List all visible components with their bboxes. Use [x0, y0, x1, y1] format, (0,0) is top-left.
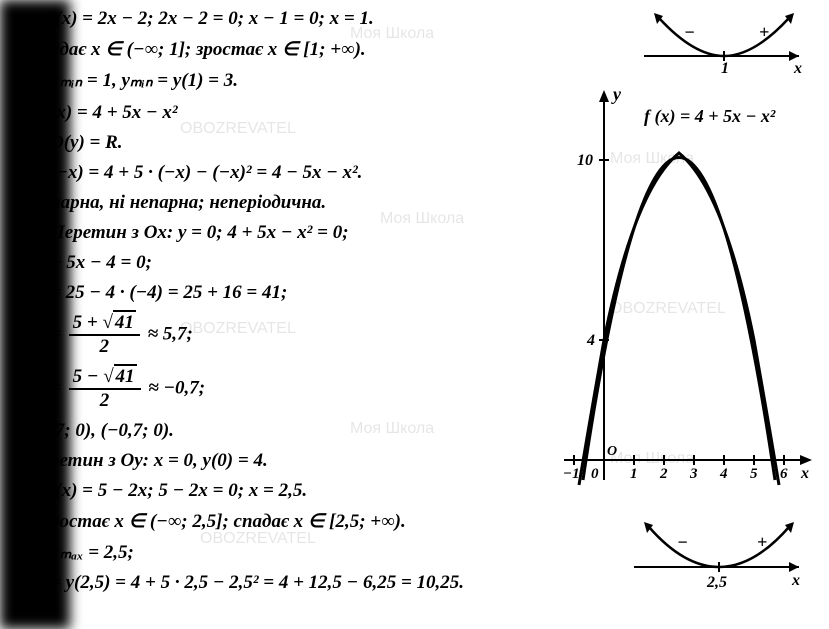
- fraction: 5 − 41 2: [69, 366, 141, 412]
- fraction: 5 + 41 2: [69, 312, 140, 358]
- xtick: −1: [563, 466, 580, 482]
- y-axis-label: y: [611, 84, 622, 104]
- eq-line: ретин з Oy: x = 0, y(0) = 4.: [50, 450, 560, 472]
- eq-line: = 25 − 4 · (−4) = 25 + 16 = 41;: [50, 282, 560, 304]
- origin-label: O: [607, 444, 617, 459]
- xtick: 5: [750, 466, 758, 482]
- axis-label: x: [791, 572, 800, 589]
- eq-line: парна, ні непарна; неперіодична.: [50, 192, 560, 214]
- xtick: 2: [659, 466, 668, 482]
- radicand: 41: [114, 364, 137, 387]
- math-text-block: '(x) = 2x − 2; 2x − 2 = 0; x − 1 = 0; x …: [0, 0, 560, 602]
- xtick: 6: [780, 466, 788, 482]
- graphs-panel: − + 1 x y f (x) = 4 + 5x − x² 10 4 −1 0: [549, 0, 819, 629]
- x-axis-label: x: [800, 465, 809, 482]
- xtick: 0: [591, 466, 599, 482]
- xtick: 1: [630, 466, 638, 482]
- minus-label: −: [677, 532, 688, 552]
- eq-line: xₘₐₓ = 2,5;: [50, 541, 560, 564]
- xtick: 3: [689, 466, 698, 482]
- tick-label: 2,5: [706, 574, 727, 591]
- frac-den: 2: [69, 336, 140, 358]
- sign-chart-bottom: − + 2,5 x: [629, 515, 809, 595]
- frac-num-left: 5 +: [73, 312, 103, 333]
- parabola-chart: y f (x) = 4 + 5x − x² 10 4 −1 0 1 2 3 4 …: [549, 80, 819, 500]
- eq-line: ,7; 0), (−0,7; 0).: [50, 420, 560, 442]
- xtick: 4: [719, 466, 728, 482]
- ytick: 4: [586, 332, 595, 349]
- eq-line: '(x) = 2x − 2; 2x − 2 = 0; x − 1 = 0; x …: [50, 8, 560, 30]
- eq-line: адає x ∈ (−∞; 1]; зростає x ∈ [1; +∞).: [50, 38, 560, 61]
- eq-line: D(y) = R.: [50, 132, 560, 154]
- eq-line: Перетин з Ox: y = 0; 4 + 5x − x² = 0;: [50, 222, 560, 244]
- tick-label: 1: [721, 60, 729, 77]
- eq-line: = y(2,5) = 4 + 5 · 2,5 − 2,5² = 4 + 12,5…: [50, 572, 560, 594]
- minus-label: −: [684, 22, 695, 42]
- frac-den: 2: [69, 390, 141, 412]
- eq-line: − 5x − 4 = 0;: [50, 252, 560, 274]
- eq-line-frac: = 5 + 41 2 ≈ 5,7;: [50, 312, 560, 358]
- eq-line: ростає x ∈ (−∞; 2,5]; спадає x ∈ [2,5; +…: [50, 510, 560, 533]
- eq-line: '(x) = 5 − 2x; 5 − 2x = 0; x = 2,5.: [50, 480, 560, 502]
- frac-result: ≈ 5,7;: [148, 323, 193, 344]
- eq-line: (−x) = 4 + 5 · (−x) − (−x)² = 4 − 5x − x…: [50, 162, 560, 184]
- frac-result: ≈ −0,7;: [148, 377, 205, 398]
- sign-chart-top: − + 1 x: [639, 8, 809, 78]
- axis-label: x: [793, 60, 802, 77]
- frac-num-left: 5 −: [73, 366, 104, 387]
- sqrt-icon: 41: [103, 366, 136, 388]
- ytick: 10: [577, 152, 593, 169]
- sqrt-icon: 41: [102, 312, 135, 334]
- chart-title: f (x) = 4 + 5x − x²: [644, 106, 776, 127]
- plus-label: +: [757, 532, 767, 552]
- eq-line-frac: = 5 − 41 2 ≈ −0,7;: [50, 366, 560, 412]
- radicand: 41: [113, 310, 136, 333]
- plus-label: +: [759, 22, 769, 42]
- eq-line: xₘᵢₙ = 1, yₘᵢₙ = y(1) = 3.: [50, 69, 560, 92]
- eq-line: (x) = 4 + 5x − x²: [50, 102, 560, 124]
